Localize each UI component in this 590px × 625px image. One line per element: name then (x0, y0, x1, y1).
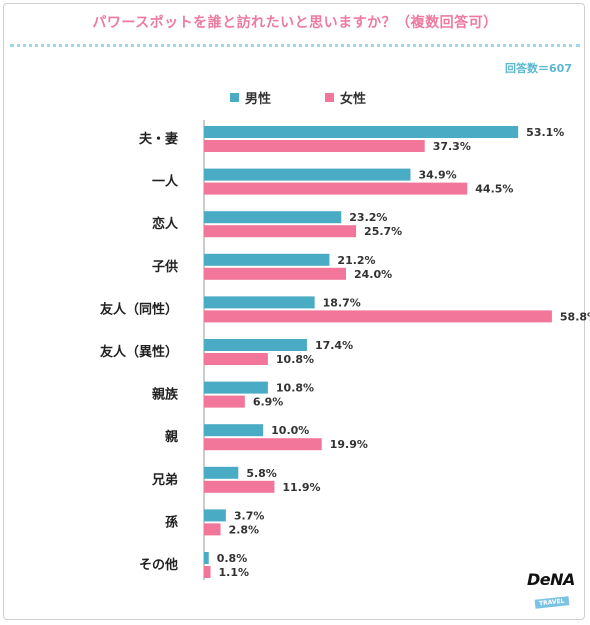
category-label: 一人 (152, 174, 179, 190)
category-label: 友人（同性） (100, 301, 178, 317)
data-label: 3.7% (234, 509, 265, 522)
bar-male (204, 509, 226, 522)
data-label: 6.9% (253, 396, 284, 409)
data-label: 10.8% (276, 353, 314, 366)
data-label: 0.8% (217, 552, 248, 565)
category-label: 友人（異性） (100, 344, 178, 360)
bar-female (204, 140, 425, 152)
category-label: 親 (165, 429, 178, 445)
bar-female (204, 267, 346, 280)
respondent-count: 回答数＝607 (505, 62, 572, 75)
data-label: 2.8% (229, 523, 260, 536)
data-label: 17.4% (315, 339, 353, 352)
data-label: 5.8% (246, 467, 277, 480)
bar-male (204, 296, 315, 309)
bar-male (204, 552, 209, 564)
data-label: 34.9% (418, 169, 456, 182)
category-label: 兄弟 (151, 472, 178, 488)
data-label: 23.2% (349, 211, 387, 224)
data-label: 21.2% (337, 254, 375, 267)
bar-female (204, 523, 221, 536)
legend-label-female: 女性 (340, 92, 367, 107)
bar-male (204, 466, 239, 479)
bar-male (204, 211, 342, 224)
chart-title: パワースポットを誰と訪れたいと思いますか？（複数回答可） (92, 15, 498, 31)
category-label: その他 (139, 557, 178, 573)
bar-male (204, 168, 411, 181)
data-label: 18.7% (323, 296, 361, 309)
legend-swatch-female (325, 93, 335, 102)
data-label: 1.1% (219, 566, 250, 579)
bar-female (204, 310, 552, 323)
category-label: 親族 (152, 387, 179, 403)
dena-travel-logo: DeNA TRAVEL (527, 570, 575, 609)
data-label: 10.0% (271, 424, 309, 437)
bar-male (204, 253, 330, 266)
bar-female (204, 438, 322, 451)
data-label: 11.9% (282, 481, 320, 494)
bar-female (204, 353, 268, 365)
logo-name: DeNA (527, 570, 575, 589)
data-label: 24.0% (354, 268, 392, 281)
legend-label-male: 男性 (245, 92, 272, 107)
legend-swatch-male (230, 93, 239, 102)
data-label: 44.5% (475, 183, 513, 196)
logo-tag: TRAVEL (534, 596, 569, 609)
data-label: 37.3% (433, 140, 471, 153)
title-divider (10, 44, 580, 47)
data-label: 58.8% (560, 310, 590, 323)
legend: 男性 女性 (230, 88, 366, 107)
category-label: 恋人 (152, 216, 179, 232)
bar-male (204, 424, 264, 437)
bar-male (204, 339, 307, 351)
legend-item-male: 男性 (230, 88, 271, 107)
bar-male (204, 126, 519, 138)
bar-female (204, 566, 211, 578)
data-label: 53.1% (526, 126, 564, 139)
bar-female (204, 395, 245, 408)
bar-female (204, 225, 357, 238)
data-label: 19.9% (330, 438, 368, 451)
category-label: 夫・妻 (139, 131, 178, 147)
data-label: 10.8% (276, 382, 314, 395)
bar-female (204, 480, 275, 493)
bar-male (204, 381, 268, 394)
data-label: 25.7% (364, 225, 402, 238)
legend-item-female: 女性 (325, 88, 366, 107)
category-label: 孫 (165, 514, 178, 530)
bar-female (204, 182, 468, 195)
category-label: 子供 (152, 259, 178, 275)
